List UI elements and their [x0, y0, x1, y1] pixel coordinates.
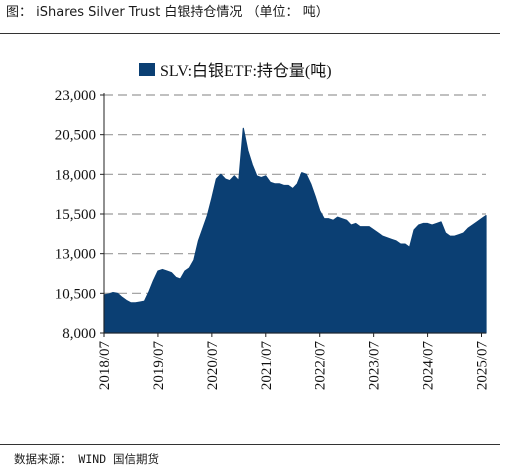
y-tick-label: 20,500	[55, 128, 96, 144]
x-axis-tick-labels: 2018/07 2019/07 2020/07 2021/07 2022/07 2023/…	[97, 341, 491, 391]
x-tick-label: 2020/07	[205, 341, 221, 391]
y-tick-label: 15,500	[55, 207, 96, 223]
legend-swatch-slv	[139, 63, 155, 76]
bottom-rule	[0, 444, 500, 445]
y-tick-label: 13,000	[55, 247, 96, 263]
x-tick-label: 2018/07	[97, 341, 113, 391]
chart-svg: SLV:白银ETF:持仓量(吨) 8,000 10,500 13,000 15,500…	[55, 62, 491, 391]
y-tick-label: 8,000	[62, 326, 96, 342]
x-tick-label: 2025/07	[475, 341, 491, 391]
axes	[100, 93, 486, 337]
area-series-0	[103, 127, 487, 334]
x-tick-label: 2022/07	[313, 341, 329, 391]
top-rule	[0, 33, 500, 34]
legend-label-slv: SLV:白银ETF:持仓量(吨)	[160, 62, 332, 80]
plot-area	[103, 127, 487, 334]
y-axis-tick-labels: 8,000 10,500 13,000 15,500 18,000 20,500 23,00…	[55, 88, 96, 342]
x-tick-label: 2023/07	[367, 341, 383, 391]
y-tick-label: 23,000	[55, 88, 96, 104]
data-source-note: 数据来源： WIND 国信期货	[14, 452, 160, 466]
chart-legend: SLV:白银ETF:持仓量(吨)	[139, 62, 332, 80]
x-tick-label: 2021/07	[259, 341, 275, 391]
x-tick-label: 2024/07	[421, 341, 437, 391]
y-tick-label: 10,500	[55, 286, 96, 302]
x-tick-label: 2019/07	[151, 341, 167, 391]
figure-title: 图： iShares Silver Trust 白银持仓情况 （单位： 吨）	[6, 5, 329, 20]
y-tick-label: 18,000	[55, 167, 96, 183]
